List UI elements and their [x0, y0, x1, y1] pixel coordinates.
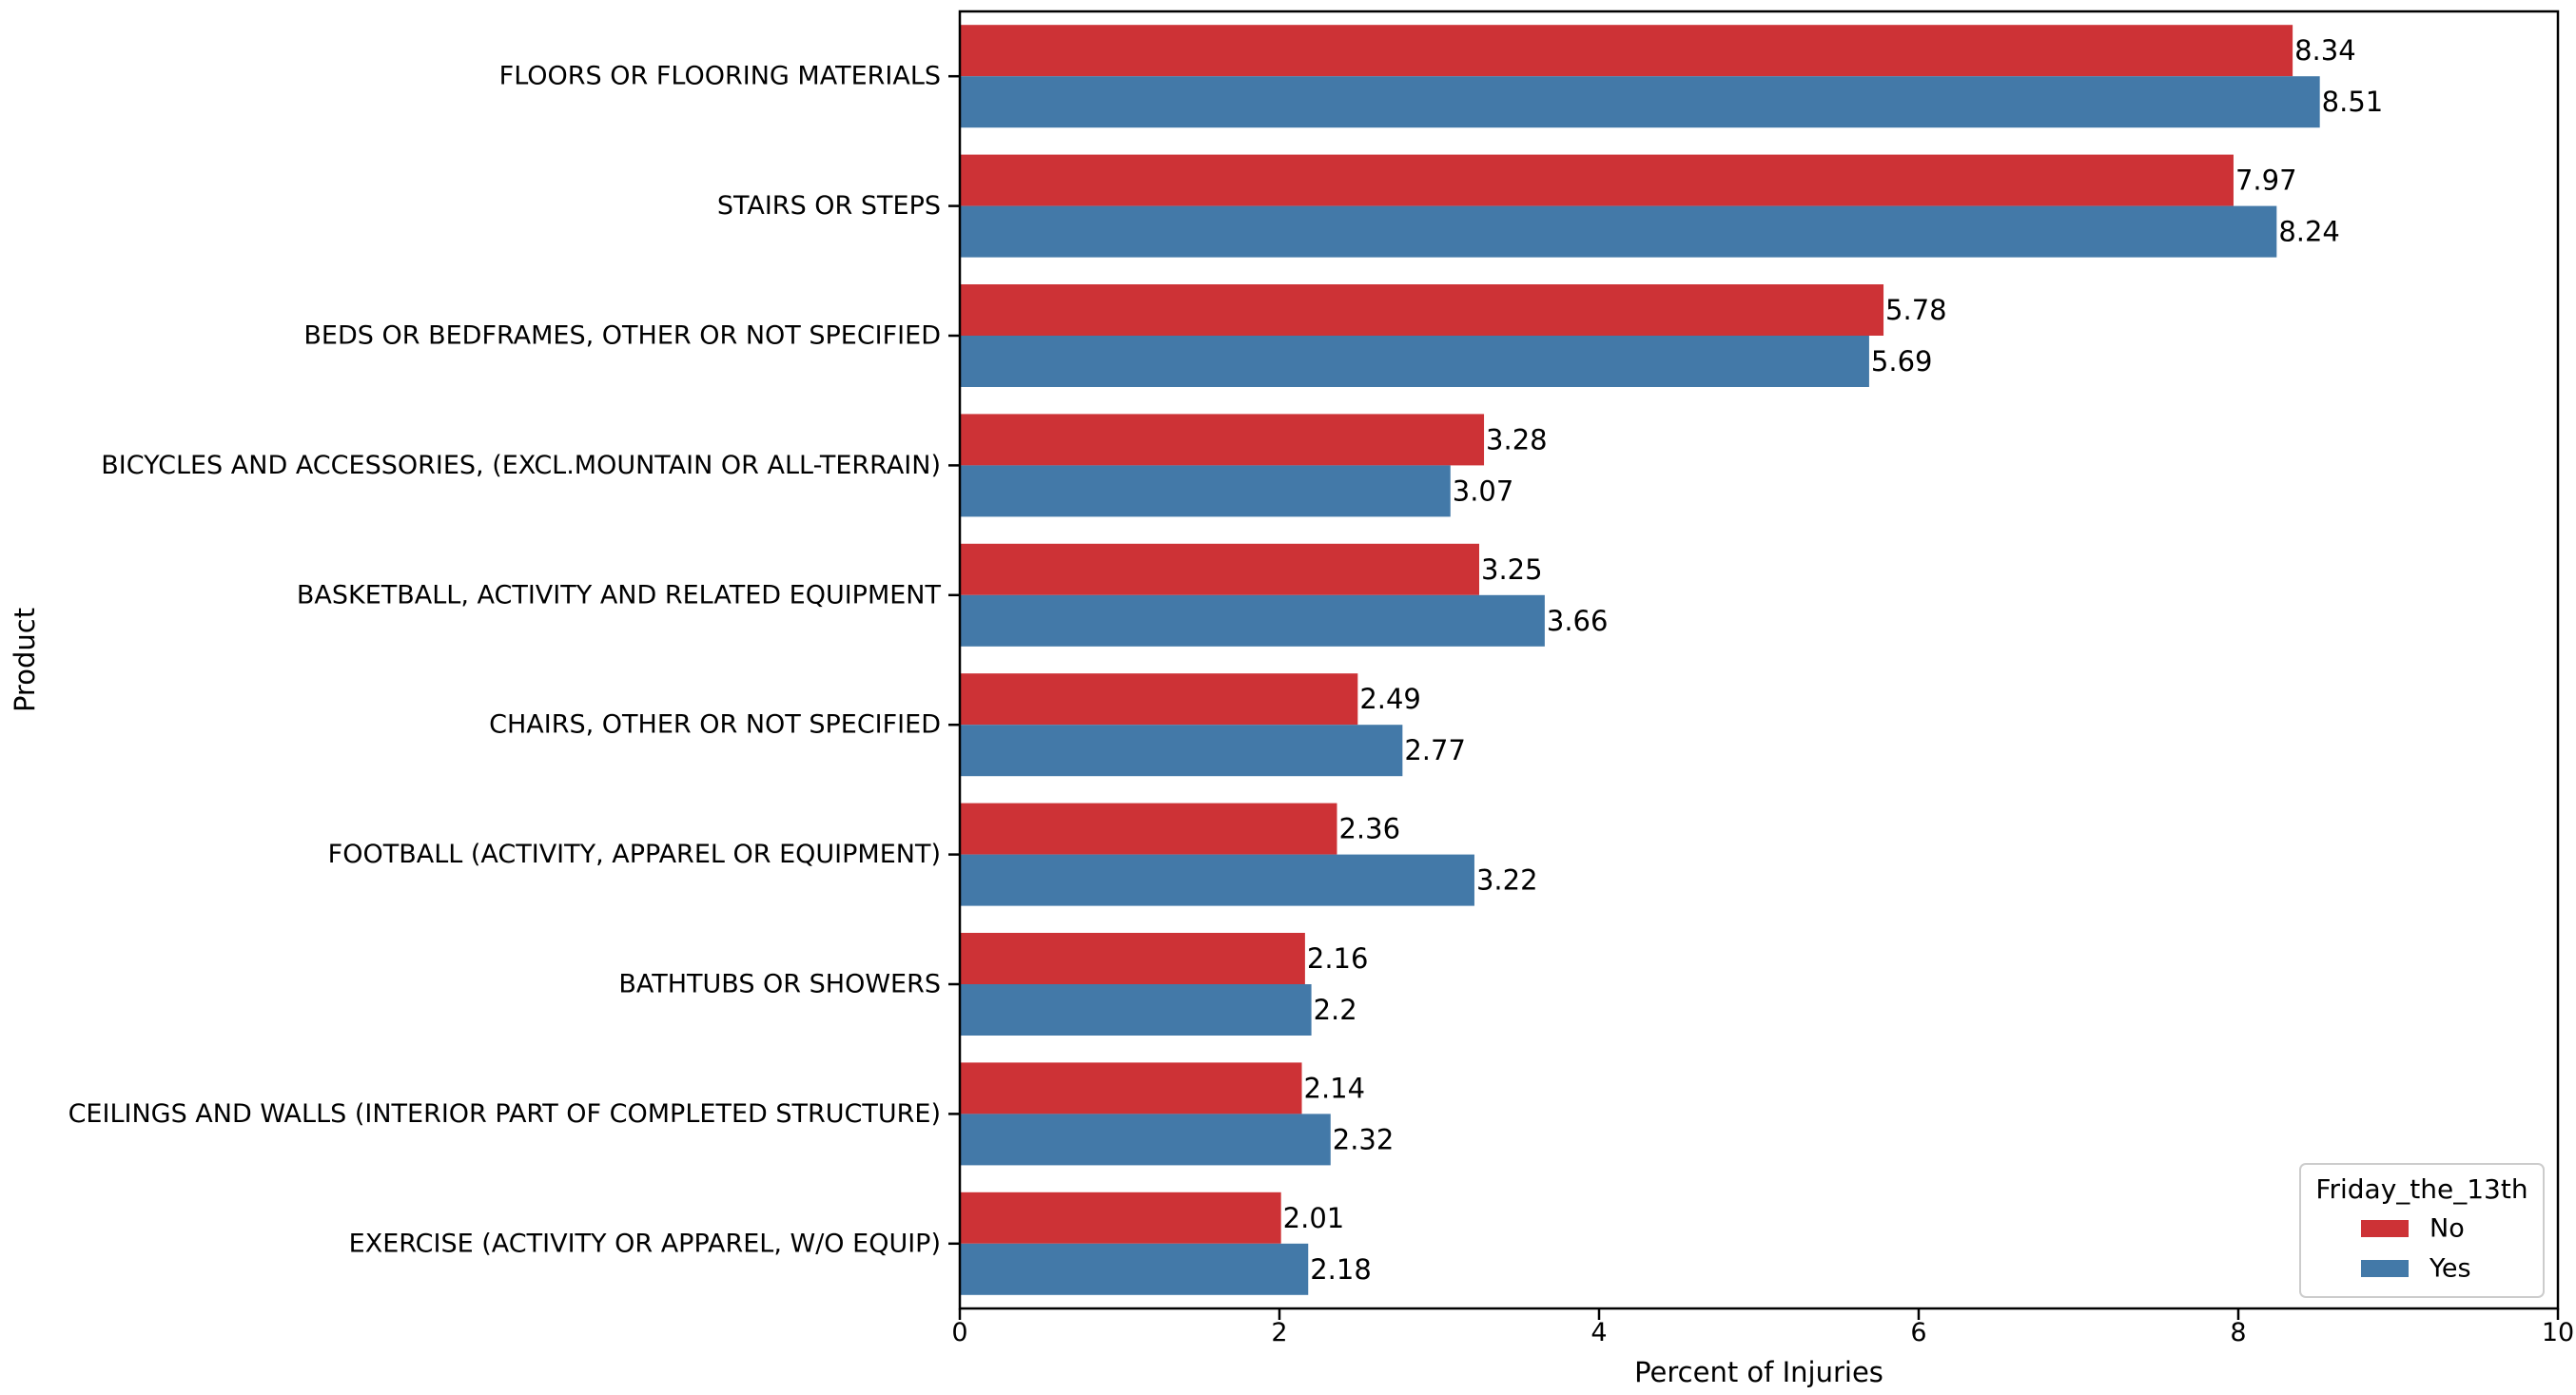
x-tick-label: 10 [2542, 1318, 2574, 1347]
data-label: 2.32 [1333, 1123, 1395, 1155]
data-label: 8.51 [2322, 86, 2384, 118]
y-tick-label: STAIRS OR STEPS [717, 191, 941, 221]
bar-yes [960, 984, 1312, 1036]
y-tick-label: CEILINGS AND WALLS (INTERIOR PART OF COM… [68, 1099, 941, 1129]
legend-swatch-yes [2361, 1260, 2409, 1277]
x-tick-label: 2 [1271, 1318, 1287, 1347]
x-tick-label: 0 [951, 1318, 967, 1347]
data-label: 2.77 [1404, 734, 1466, 766]
data-label: 8.34 [2294, 34, 2356, 67]
x-tick-label: 6 [1910, 1318, 1926, 1347]
bar-yes [960, 594, 1545, 647]
bar-no [960, 284, 1884, 336]
x-tick-label: 8 [2230, 1318, 2246, 1347]
bar-no [960, 543, 1479, 595]
x-axis: 0 2 4 6 8 10 [951, 1308, 2574, 1347]
data-label: 2.49 [1359, 683, 1421, 715]
y-tick-label: BICYCLES AND ACCESSORIES, (EXCL.MOUNTAIN… [101, 451, 941, 480]
data-label: 3.22 [1476, 864, 1538, 897]
legend-title: Friday_the_13th [2315, 1173, 2527, 1205]
y-axis-label: Product [9, 608, 41, 712]
bar-no [960, 803, 1337, 855]
bars-layer [960, 25, 2320, 1295]
y-tick-label: BEDS OR BEDFRAMES, OTHER OR NOT SPECIFIE… [303, 321, 941, 351]
data-label: 2.01 [1283, 1202, 1345, 1234]
bar-yes [960, 76, 2320, 128]
legend: Friday_the_13th No Yes [2299, 1163, 2545, 1298]
data-label: 2.14 [1304, 1072, 1366, 1104]
data-label: 2.2 [1314, 994, 1357, 1026]
x-tick-label: 4 [1590, 1318, 1607, 1347]
y-tick-label: BATHTUBS OR SHOWERS [618, 970, 941, 999]
x-axis-label: Percent of Injuries [1634, 1356, 1883, 1388]
bar-no [960, 154, 2234, 206]
value-labels-layer: 8.34 8.51 7.97 8.24 5.78 5.69 3.28 3.07 3.253.66… [1283, 34, 2384, 1286]
bar-yes [960, 1243, 1309, 1295]
bar-no [960, 933, 1305, 984]
y-tick-label: BASKETBALL, ACTIVITY AND RELATED EQUIPME… [297, 580, 942, 610]
data-label: 3.25 [1481, 553, 1543, 586]
data-label: 7.97 [2235, 165, 2297, 197]
data-label: 3.28 [1486, 423, 1548, 455]
bar-no [960, 673, 1358, 726]
data-label: 2.18 [1310, 1253, 1372, 1286]
bar-no [960, 1192, 1281, 1244]
legend-swatch-no [2361, 1220, 2409, 1237]
plot-frame [958, 10, 2560, 1310]
legend-label-yes: Yes [2429, 1254, 2471, 1284]
y-tick-label: FLOORS OR FLOORING MATERIALS [499, 62, 941, 91]
data-label: 5.69 [1871, 345, 1933, 378]
y-tick-label: FOOTBALL (ACTIVITY, APPAREL OR EQUIPMENT… [328, 840, 941, 869]
bar-no [960, 25, 2293, 77]
data-label: 8.24 [2278, 216, 2340, 248]
bar-yes [960, 854, 1474, 906]
bar-yes [960, 465, 1451, 517]
bar-yes [960, 1114, 1331, 1166]
data-label: 5.78 [1885, 294, 1947, 326]
bar-no [960, 414, 1485, 466]
bar-yes [960, 725, 1403, 777]
data-label: 2.36 [1338, 813, 1400, 845]
data-label: 2.16 [1307, 942, 1369, 975]
bar-yes [960, 336, 1869, 387]
bar-no [960, 1062, 1302, 1114]
data-label: 3.66 [1547, 605, 1609, 637]
legend-label-no: No [2430, 1214, 2465, 1244]
data-label: 3.07 [1453, 475, 1514, 507]
bar-yes [960, 205, 2277, 258]
y-tick-label: EXERCISE (ACTIVITY OR APPAREL, W/O EQUIP… [349, 1229, 941, 1258]
y-axis: FLOORS OR FLOORING MATERIALS STAIRS OR ST… [68, 62, 960, 1258]
y-tick-label: CHAIRS, OTHER OR NOT SPECIFIED [489, 710, 941, 740]
